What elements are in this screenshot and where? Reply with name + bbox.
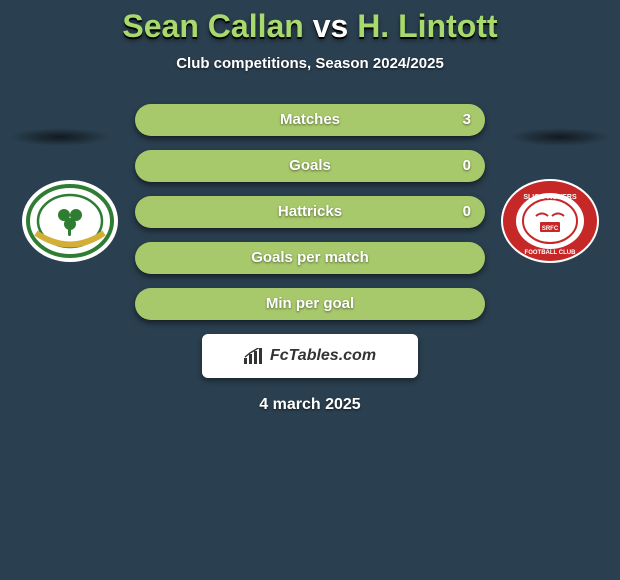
stat-right-value: 0: [463, 196, 471, 228]
player-shadow-left: [10, 128, 110, 146]
shamrock-rovers-icon: [20, 178, 120, 264]
svg-text:SRFC: SRFC: [542, 226, 559, 232]
player1-name: Sean Callan: [122, 8, 303, 44]
stat-right-value: 0: [463, 150, 471, 182]
stat-label: Goals per match: [251, 242, 369, 274]
sligo-rovers-icon: SLIGO ROVERS FOOTBALL CLUB SRFC: [500, 178, 600, 264]
player-shadow-right: [510, 128, 610, 146]
stat-right-value: 3: [463, 104, 471, 136]
stat-row-goals-per-match: Goals per match: [135, 242, 485, 274]
stat-label: Matches: [280, 104, 340, 136]
vs-text: vs: [313, 8, 349, 44]
stat-label: Min per goal: [266, 288, 354, 320]
chart-icon: [244, 348, 264, 364]
club-crest-sligo-rovers: SLIGO ROVERS FOOTBALL CLUB SRFC: [500, 178, 600, 264]
svg-text:FOOTBALL CLUB: FOOTBALL CLUB: [525, 250, 577, 256]
brand-badge[interactable]: FcTables.com: [202, 334, 418, 378]
stat-row-matches: Matches 3: [135, 104, 485, 136]
stat-row-hattricks: Hattricks 0: [135, 196, 485, 228]
date-text: 4 march 2025: [0, 396, 620, 414]
svg-text:SLIGO ROVERS: SLIGO ROVERS: [523, 194, 577, 201]
page-title: Sean Callan vs H. Lintott: [0, 8, 620, 45]
player2-name: H. Lintott: [357, 8, 497, 44]
subtitle: Club competitions, Season 2024/2025: [0, 55, 620, 72]
stat-label: Goals: [289, 150, 331, 182]
stat-label: Hattricks: [278, 196, 342, 228]
brand-text: FcTables.com: [270, 347, 376, 365]
club-crest-shamrock-rovers: [20, 178, 120, 264]
stat-row-goals: Goals 0: [135, 150, 485, 182]
stat-row-min-per-goal: Min per goal: [135, 288, 485, 320]
stat-rows: Matches 3 Goals 0 Hattricks 0 Goals per …: [135, 104, 485, 320]
